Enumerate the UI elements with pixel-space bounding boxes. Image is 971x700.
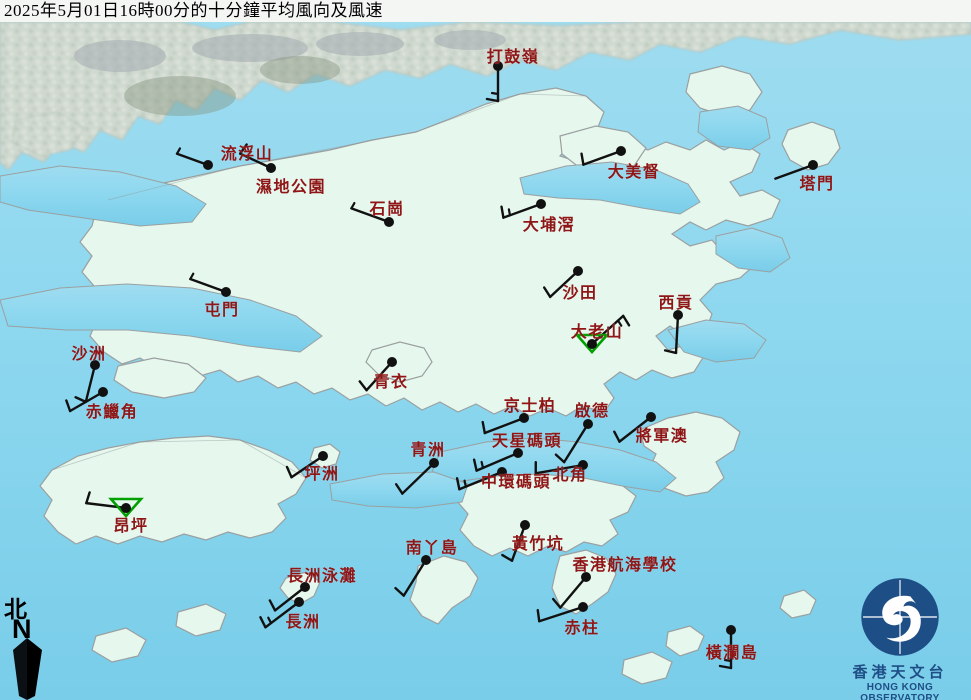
station-label-7: 沙田 (562, 285, 598, 302)
station-label-2: 濕地公園 (255, 179, 327, 196)
station-label-23: 黃竹坑 (511, 536, 565, 553)
station-label-28: 長洲 (285, 614, 321, 631)
compass-rose: 北 N (4, 590, 58, 700)
station-label-25: 香港航海學校 (572, 557, 678, 574)
water-deep-bay (0, 165, 207, 227)
land-islet-sw (175, 603, 227, 637)
station-label-11: 沙洲 (71, 346, 107, 363)
station-label-1: 流浮山 (220, 146, 274, 163)
station-label-20: 將軍澳 (635, 428, 689, 445)
water-port-shelter (667, 319, 767, 363)
land-islet-chek-lap-kok (113, 357, 207, 399)
water-long-harbour (697, 105, 771, 151)
station-label-14: 昂坪 (113, 518, 149, 535)
land-lantau (39, 435, 307, 545)
station-label-15: 京士柏 (503, 398, 557, 415)
mainland-landmass (0, 21, 971, 207)
station-label-16: 啟德 (574, 403, 610, 420)
water-rocky-harbour (715, 227, 791, 273)
station-label-21: 青洲 (410, 442, 446, 459)
station-label-12: 赤鱲角 (85, 404, 139, 421)
station-label-10: 西貢 (658, 295, 694, 312)
station-label-26: 赤柱 (564, 620, 600, 637)
land-po-toi (665, 625, 705, 657)
land-islet-se (779, 589, 817, 619)
station-label-24: 南丫島 (405, 540, 459, 557)
station-label-19: 北角 (552, 467, 588, 484)
hko-logo: 香港天文台 HONG KONG OBSERVATORY (836, 574, 964, 700)
station-label-6: 大埔滘 (522, 217, 576, 234)
station-label-9: 大老山 (570, 324, 624, 341)
land-ne-islands (685, 65, 763, 117)
station-label-3: 石崗 (369, 201, 405, 218)
station-label-13: 青衣 (373, 374, 409, 391)
compass-label-en: N (12, 614, 32, 644)
page-title: 2025年5月01日16時00分的十分鐘平均風向及風速 (0, 0, 971, 22)
station-label-4: 大美督 (607, 164, 661, 181)
station-label-18: 中環碼頭 (480, 474, 552, 491)
station-label-17: 天星碼頭 (491, 433, 563, 450)
station-label-27: 長洲泳灘 (286, 568, 358, 585)
station-label-5: 塔門 (799, 176, 835, 193)
hko-name-cn: 香港天文台 (852, 665, 948, 681)
land-tap-mun (781, 121, 841, 171)
station-label-22: 坪洲 (304, 466, 340, 483)
station-label-29: 橫瀾島 (705, 645, 759, 662)
water-urmston-road (0, 283, 323, 353)
station-label-8: 屯門 (204, 302, 240, 319)
hko-name-en: HONG KONG OBSERVATORY (860, 682, 940, 700)
compass-label-cn: 北 (4, 597, 27, 622)
land-islet-sw2 (91, 627, 147, 663)
station-label-0: 打鼓嶺 (486, 49, 540, 66)
land-islet-s (621, 651, 673, 685)
